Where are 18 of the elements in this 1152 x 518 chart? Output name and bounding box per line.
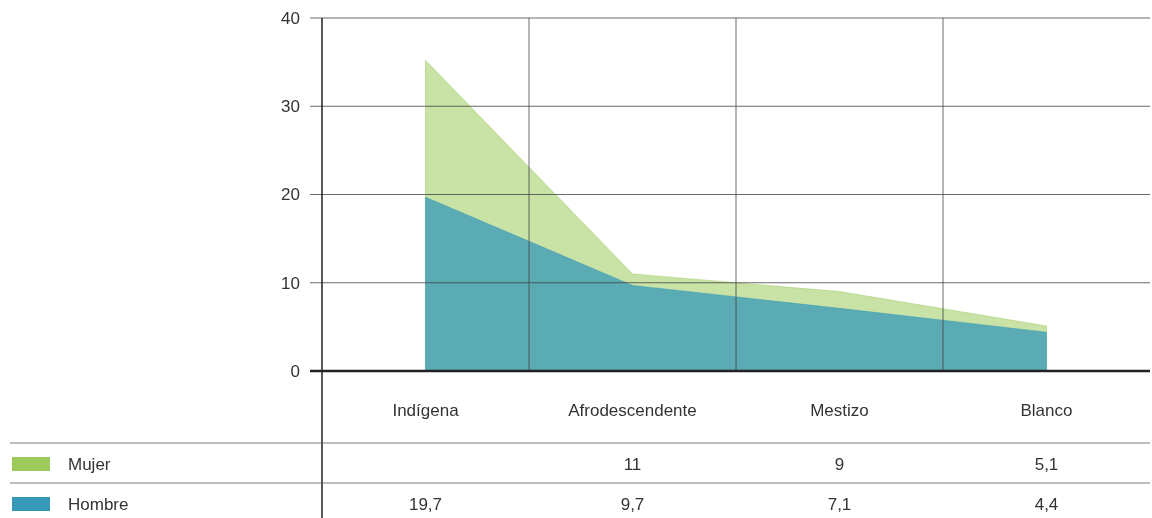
data-label: 9,7: [620, 494, 645, 514]
data-label: 19,7: [408, 494, 443, 514]
y-tick-label: 40: [281, 8, 300, 28]
data-label: 4,4: [1034, 494, 1059, 514]
x-tick-label: Mestizo: [810, 400, 869, 420]
data-label: 9: [834, 454, 845, 474]
legend-label: Mujer: [68, 454, 111, 474]
legend-label: Hombre: [68, 494, 129, 514]
data-label: 7,1: [827, 494, 852, 514]
x-tick-label: Indígena: [392, 400, 460, 420]
x-tick-label: Blanco: [1020, 400, 1073, 420]
data-label: 5,1: [1034, 454, 1059, 474]
y-tick-label: 30: [281, 97, 300, 117]
y-tick-label: 0: [290, 361, 300, 381]
y-tick-label: 10: [281, 273, 300, 293]
y-tick-label: 20: [281, 185, 300, 205]
x-tick-label: Afrodescendente: [568, 400, 697, 420]
data-label: 11: [623, 454, 642, 474]
